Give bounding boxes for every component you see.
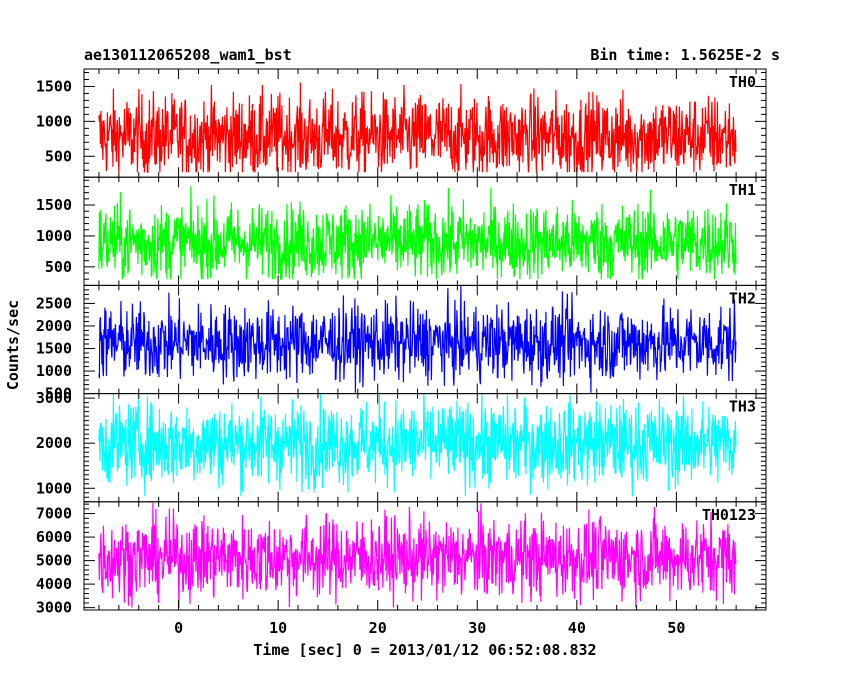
y-tick-label: 4000 <box>36 575 72 593</box>
panel-th2: 500 1000 1500 2000 2500 TH2 <box>36 284 767 403</box>
panel-label-th3: TH3 <box>729 398 756 416</box>
y-tick-label: 5000 <box>36 552 72 570</box>
y-tick-label: 1000 <box>36 227 72 245</box>
y-tick-label: 2000 <box>36 317 72 335</box>
x-tick-label: 50 <box>667 619 685 637</box>
y-tick-label: 1500 <box>36 196 72 214</box>
panel-label-th0: TH0 <box>729 73 756 91</box>
y-tick-label: 1000 <box>36 112 72 130</box>
y-tick-label: 7000 <box>36 505 72 523</box>
series-line-th0 <box>98 82 737 173</box>
panel-th0: 500 1000 1500 TH0 <box>36 68 767 178</box>
panel-label-th2: TH2 <box>729 289 756 307</box>
x-tick-label: 0 <box>174 619 183 637</box>
panel-th0123: 3000 4000 5000 6000 7000 TH0123 <box>36 501 767 617</box>
y-tick-label: 3000 <box>36 389 72 407</box>
series-line-th0123 <box>98 502 737 608</box>
y-tick-label: 1500 <box>36 340 72 358</box>
x-tick-label: 30 <box>468 619 486 637</box>
figure-title: ae130112065208_wam1_bst <box>84 46 292 64</box>
y-tick-label: 3000 <box>36 599 72 617</box>
x-tick-label: 20 <box>369 619 387 637</box>
y-tick-label: 500 <box>45 147 72 165</box>
y-tick-label: 6000 <box>36 528 72 546</box>
y-tick-label: 1500 <box>36 77 72 95</box>
y-tick-label: 500 <box>45 385 72 403</box>
x-axis-label: Time [sec] 0 = 2013/01/12 06:52:08.832 <box>253 641 596 659</box>
y-tick-label: 2500 <box>36 294 72 312</box>
x-tick-label: 40 <box>568 619 586 637</box>
panel-label-th1: TH1 <box>729 181 756 199</box>
series-line-th2 <box>98 285 737 393</box>
bin-time-label: Bin time: 1.5625E-2 s <box>590 46 780 64</box>
y-tick-label: 500 <box>45 258 72 276</box>
panel-th1: 500 1000 1500 TH1 <box>36 176 767 286</box>
x-tick-label: 10 <box>269 619 287 637</box>
y-tick-label: 2000 <box>36 434 72 452</box>
series-line-th1 <box>98 185 737 282</box>
series-line-th3 <box>98 393 737 497</box>
panel-th3: 1000 2000 3000 TH3 <box>36 389 767 503</box>
y-axis-label: Counts/sec <box>4 300 22 390</box>
panel-label-th0123: TH0123 <box>702 506 756 524</box>
y-tick-label: 1000 <box>36 362 72 380</box>
y-tick-label: 1000 <box>36 479 72 497</box>
